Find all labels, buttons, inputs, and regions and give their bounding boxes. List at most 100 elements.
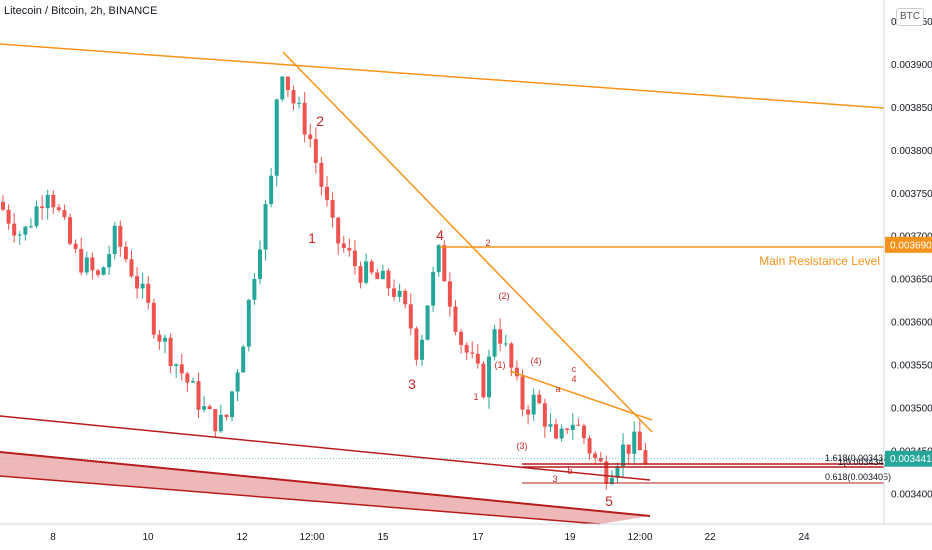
wave-label-large: 2 [316, 113, 324, 129]
candle-body [40, 206, 45, 209]
candle-body [285, 76, 290, 91]
candle-body [632, 431, 637, 454]
wave-label-large: 3 [408, 376, 416, 392]
candle-body [118, 225, 123, 247]
y-tick-label: 0.003900 [891, 60, 932, 71]
price-tag-label: 0.003441 [890, 454, 932, 465]
wave-label-small: 4 [571, 374, 576, 384]
candle-body [436, 245, 441, 273]
candle-body [151, 302, 156, 335]
currency-badge[interactable]: BTC [896, 8, 924, 26]
fib-0618-label: 0.618(0.003405) [825, 472, 891, 482]
x-tick-label: 12:00 [627, 532, 652, 543]
candle-body [45, 194, 50, 209]
candle-body [84, 257, 89, 273]
candle-body [140, 283, 145, 289]
candle-body [643, 450, 648, 465]
candle-body [274, 99, 279, 176]
candle-body [503, 343, 508, 345]
candle-body [459, 331, 464, 345]
candle-body [1, 201, 5, 210]
candle-body [559, 428, 564, 439]
candle-body [56, 207, 61, 211]
candle-body [615, 466, 620, 478]
channel-fill [0, 452, 650, 524]
candle-body [514, 367, 519, 377]
candle-body [224, 414, 229, 418]
candle-body [235, 372, 240, 392]
candle-body [593, 453, 598, 459]
y-tick-label: 0.003750 [891, 189, 932, 200]
channel-top-line [0, 451, 651, 517]
candle-body [380, 270, 385, 280]
candle-body [425, 305, 430, 340]
wave-label-large: 5 [605, 493, 613, 509]
x-tick-label: 8 [50, 532, 56, 543]
candle-body [95, 270, 100, 275]
candle-body [6, 209, 11, 224]
y-tick-label: 0.003800 [891, 146, 932, 157]
candle-body [79, 248, 84, 273]
wedge-upper-line [509, 370, 653, 421]
x-tick-label: 12 [236, 532, 248, 543]
candle-body [392, 288, 397, 297]
candle-body [252, 278, 257, 300]
wave-label-small: a [555, 384, 560, 394]
candle-body [609, 477, 614, 485]
candle-body [352, 250, 357, 267]
y-tick-label: 0.003650 [891, 275, 932, 286]
candle-body [157, 334, 162, 342]
candle-body [598, 458, 603, 462]
candle-body [196, 381, 201, 410]
candle-body [218, 414, 223, 432]
candle-body [313, 139, 318, 163]
candle-body [107, 254, 112, 268]
y-tick-label: 0.003850 [891, 103, 932, 114]
candle-body [51, 194, 56, 208]
candle-body [637, 431, 642, 451]
candle-body [531, 394, 536, 415]
fib-1618-label: 1.618(0.003439) [825, 453, 891, 463]
red-trend-line [0, 415, 651, 481]
candle-body [101, 267, 106, 275]
price-tag-bg [885, 450, 932, 467]
candle-body [587, 438, 592, 454]
candle-body [280, 76, 285, 100]
candle-body [581, 425, 586, 439]
candle-body [498, 329, 503, 344]
wave-label-small: (3) [517, 441, 528, 451]
price-tag-label: 0.003690 [890, 240, 932, 251]
candle-body [520, 376, 525, 410]
candle-body [207, 406, 212, 410]
candle-body [202, 406, 207, 410]
candle-body [475, 353, 480, 364]
candle-body [347, 248, 352, 251]
candle-body [174, 364, 179, 367]
wave-label-large: 4 [436, 227, 444, 243]
candle-body [526, 409, 531, 415]
candle-body [604, 461, 609, 485]
candle-body [112, 225, 117, 255]
candle-body [163, 337, 167, 342]
candle-body [297, 102, 302, 104]
candle-body [90, 257, 95, 271]
candle-body [565, 428, 570, 430]
wave-label-small: 2 [485, 238, 490, 248]
candle-body [62, 210, 67, 218]
x-tick-label: 17 [472, 532, 484, 543]
labels-layer: Main Resistance Level 1.618(0.003439)1(0.… [308, 113, 891, 509]
descending-trend-line [282, 51, 653, 433]
candle-body [408, 304, 413, 329]
candle-body [68, 217, 73, 244]
candle-body [509, 343, 514, 368]
candle-body [369, 261, 374, 273]
candle-body [28, 226, 33, 228]
y-tick-label: 0.003600 [891, 318, 932, 329]
candle-body [246, 299, 251, 347]
candle-body [419, 339, 424, 360]
candle-body [570, 424, 575, 430]
wave-label-small: (2) [499, 291, 510, 301]
candle-body [487, 356, 491, 398]
candle-body [185, 373, 190, 383]
